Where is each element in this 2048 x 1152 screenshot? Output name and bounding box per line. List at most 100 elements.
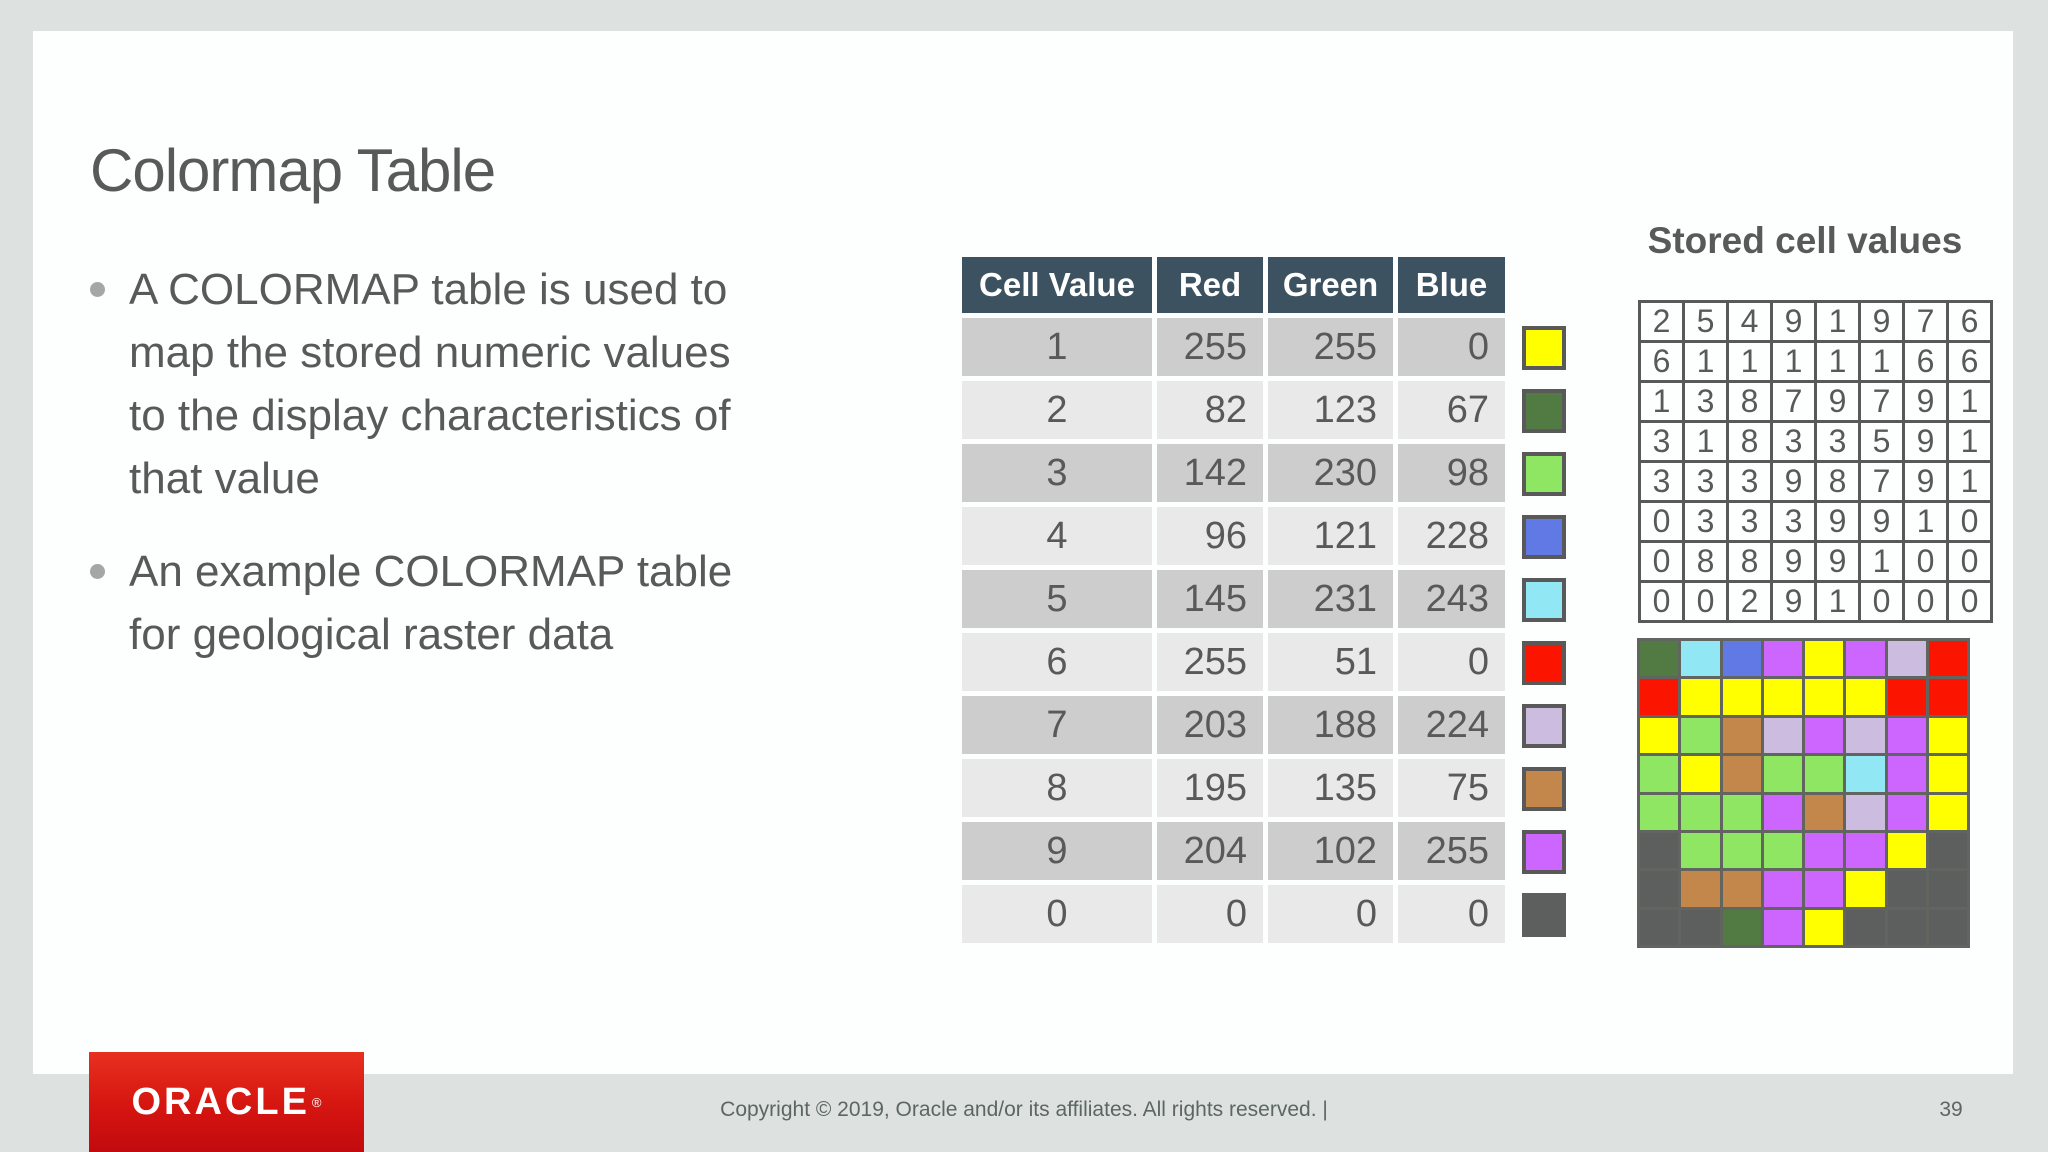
- table-cell-red: 145: [1157, 570, 1263, 628]
- table-cell-blue: 224: [1398, 696, 1505, 754]
- raster-cell: [1928, 909, 1967, 945]
- color-swatch: [1522, 704, 1566, 748]
- raster-cell: [1805, 871, 1844, 907]
- raster-cell: [1640, 909, 1679, 945]
- grid-cell: 0: [1902, 540, 1949, 583]
- raster-cell: [1805, 794, 1844, 830]
- raster-cell: [1722, 832, 1761, 869]
- raster-cell: [1928, 679, 1967, 715]
- raster-cell: [1887, 679, 1926, 715]
- stored-values-title: Stored cell values: [1647, 220, 1963, 261]
- table-cell-green: 188: [1268, 696, 1393, 754]
- raster-cell: [1722, 871, 1761, 907]
- colormap-table: Cell Value Red Green Blue 1 255 255 0 2 82 123 67 3 1…: [962, 257, 1505, 943]
- color-swatch: [1522, 515, 1566, 559]
- table-cell-blue: 98: [1398, 444, 1505, 502]
- raster-cell: [1722, 794, 1761, 830]
- grid-cell: 9: [1858, 500, 1905, 543]
- grid-cell: 3: [1770, 500, 1817, 543]
- table-cell-red: 204: [1157, 822, 1263, 880]
- grid-cell: 6: [1946, 300, 1993, 343]
- grid-cell: 2: [1638, 300, 1685, 343]
- raster-cell: [1846, 909, 1885, 945]
- table-cell-green: 230: [1268, 444, 1393, 502]
- grid-cell: 0: [1638, 500, 1685, 543]
- raster-cell: [1887, 756, 1926, 792]
- grid-cell: 0: [1946, 500, 1993, 543]
- raster-cell: [1763, 909, 1802, 945]
- table-cell-value: 7: [962, 696, 1152, 754]
- grid-cell: 0: [1638, 540, 1685, 583]
- grid-cell: 1: [1858, 540, 1905, 583]
- raster-cell: [1846, 641, 1885, 677]
- grid-cell: 8: [1814, 460, 1861, 503]
- grid-cell: 1: [1682, 340, 1729, 383]
- grid-cell: 6: [1902, 340, 1949, 383]
- grid-cell: 9: [1902, 460, 1949, 503]
- raster-cell: [1763, 794, 1802, 830]
- grid-cell: 5: [1682, 300, 1729, 343]
- raster-cell: [1722, 679, 1761, 715]
- grid-cell: 0: [1858, 580, 1905, 623]
- bullet-item: An example COLORMAP table for geological…: [90, 540, 910, 666]
- grid-cell: 1: [1770, 340, 1817, 383]
- grid-cell: 9: [1814, 540, 1861, 583]
- grid-cell: 9: [1858, 300, 1905, 343]
- color-swatch: [1522, 893, 1566, 937]
- raster-cell: [1681, 679, 1720, 715]
- grid-cell: 9: [1770, 580, 1817, 623]
- grid-cell: 4: [1726, 300, 1773, 343]
- color-swatch: [1522, 641, 1566, 685]
- header-cell: Cell Value: [962, 257, 1152, 313]
- raster-cell: [1640, 794, 1679, 830]
- bullet-item: A COLORMAP table is used to map the stor…: [90, 258, 910, 510]
- grid-cell: 1: [1946, 420, 1993, 463]
- grid-cell: 9: [1770, 540, 1817, 583]
- table-cell-blue: 0: [1398, 633, 1505, 691]
- table-cell-value: 0: [962, 885, 1152, 943]
- grid-cell: 0: [1682, 580, 1729, 623]
- grid-cell: 7: [1902, 300, 1949, 343]
- grid-cell: 7: [1858, 380, 1905, 423]
- raster-cell: [1846, 794, 1885, 830]
- grid-cell: 1: [1814, 340, 1861, 383]
- table-cell-blue: 67: [1398, 381, 1505, 439]
- grid-cell: 9: [1770, 460, 1817, 503]
- raster-cell: [1722, 717, 1761, 754]
- raster-cell: [1846, 717, 1885, 754]
- grid-cell: 1: [1946, 460, 1993, 503]
- table-cell-green: 123: [1268, 381, 1393, 439]
- grid-cell: 8: [1682, 540, 1729, 583]
- grid-cell: 6: [1946, 340, 1993, 383]
- raster-cell: [1928, 871, 1967, 907]
- registered-mark-icon: ®: [311, 1094, 322, 1110]
- grid-cell: 1: [1858, 340, 1905, 383]
- grid-cell: 1: [1814, 300, 1861, 343]
- raster-cell: [1681, 871, 1720, 907]
- table-cell-value: 5: [962, 570, 1152, 628]
- grid-cell: 8: [1726, 540, 1773, 583]
- grid-cell: 9: [1814, 500, 1861, 543]
- grid-cell: 6: [1638, 340, 1685, 383]
- table-cell-green: 231: [1268, 570, 1393, 628]
- color-swatch: [1522, 830, 1566, 874]
- raster-cell: [1805, 641, 1844, 677]
- raster-cell: [1805, 756, 1844, 792]
- grid-cell: 0: [1946, 540, 1993, 583]
- raster-cell: [1722, 909, 1761, 945]
- table-cell-value: 2: [962, 381, 1152, 439]
- table-cell-green: 102: [1268, 822, 1393, 880]
- raster-cell: [1805, 832, 1844, 869]
- grid-cell: 0: [1946, 580, 1993, 623]
- raster-cell: [1763, 756, 1802, 792]
- raster-cell: [1887, 909, 1926, 945]
- raster-cell: [1681, 794, 1720, 830]
- raster-cell: [1928, 756, 1967, 792]
- grid-cell: 9: [1902, 420, 1949, 463]
- table-cell-red: 203: [1157, 696, 1263, 754]
- raster-cell: [1763, 679, 1802, 715]
- raster-cell: [1722, 641, 1761, 677]
